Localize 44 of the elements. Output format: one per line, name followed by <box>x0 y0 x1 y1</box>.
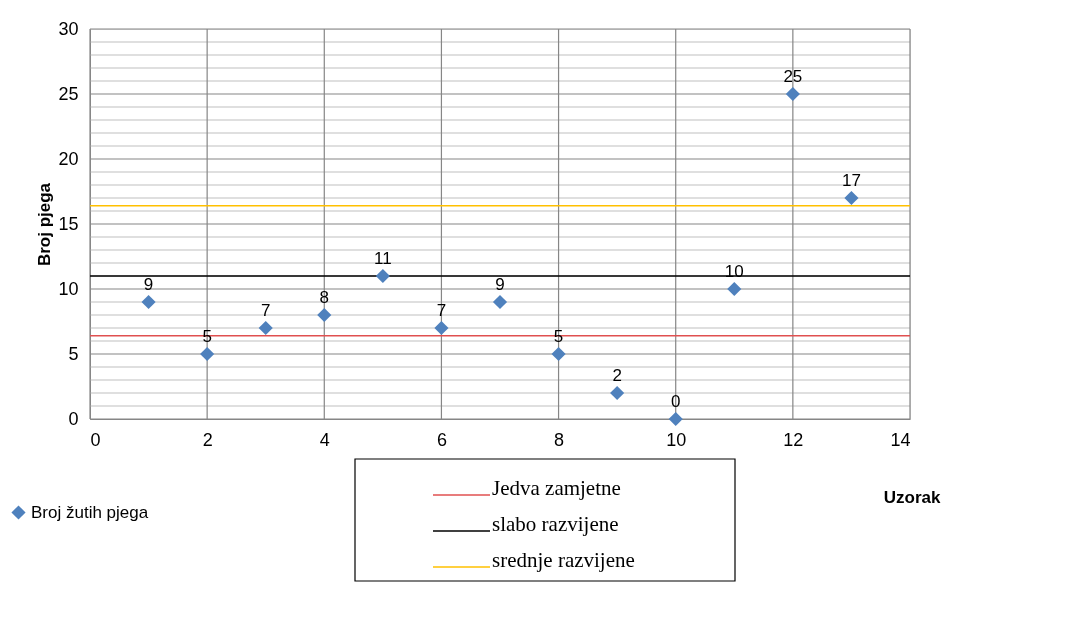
point <box>668 411 683 427</box>
legend-label: slabo razvijene <box>492 512 619 536</box>
data-label: 25 <box>783 67 803 86</box>
x-axis-title: Uzorak <box>883 487 942 507</box>
point <box>610 385 625 401</box>
point <box>727 281 742 297</box>
y-tick-label: 10 <box>58 278 79 299</box>
x-tick-label: 12 <box>783 429 804 450</box>
data-label: 0 <box>670 392 681 411</box>
legend-label: Broj žutih pjega <box>31 502 149 522</box>
y-tick-label: 0 <box>68 408 79 429</box>
point <box>258 320 273 336</box>
y-axis-title: Broj pjega <box>35 182 55 267</box>
data-label: 8 <box>319 288 330 307</box>
point <box>551 346 566 362</box>
data-label: 9 <box>495 275 505 294</box>
x-tick-label: 0 <box>90 429 101 450</box>
data-label: 7 <box>260 301 271 320</box>
x-tick-label: 14 <box>890 429 911 450</box>
x-tick-label: 6 <box>436 429 447 450</box>
x-tick-label: 2 <box>202 429 213 450</box>
y-tick-label: 25 <box>58 83 79 104</box>
point <box>375 268 390 284</box>
x-tick-label: 8 <box>554 429 565 450</box>
point <box>317 307 332 323</box>
y-tick-label: 15 <box>58 213 79 234</box>
point <box>434 320 449 336</box>
legend-label: srednje razvijene <box>492 548 635 572</box>
y-tick-label: 30 <box>58 18 79 39</box>
point <box>200 346 215 362</box>
data-label: 11 <box>374 249 392 268</box>
data-label: 7 <box>436 301 447 320</box>
y-tick-label: 20 <box>58 148 79 169</box>
x-tick-label: 4 <box>319 429 330 450</box>
data-label: 2 <box>612 366 622 385</box>
point <box>844 190 859 206</box>
point <box>141 294 156 310</box>
point <box>492 294 508 310</box>
data-label: 9 <box>143 275 154 294</box>
x-tick-label: 10 <box>666 429 687 450</box>
point <box>785 86 800 102</box>
data-label: 17 <box>841 171 861 190</box>
y-tick-label: 5 <box>68 343 79 364</box>
legend-label: Jedva zamjetne <box>492 476 621 500</box>
